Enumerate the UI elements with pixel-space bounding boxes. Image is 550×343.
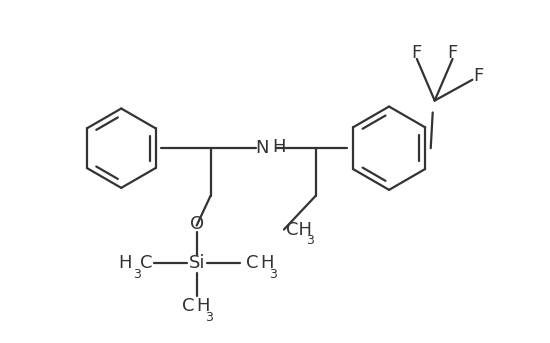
Text: F: F xyxy=(448,44,458,62)
Text: F: F xyxy=(473,67,483,85)
Text: H: H xyxy=(272,138,285,156)
Text: H: H xyxy=(197,297,210,315)
Text: H: H xyxy=(119,254,132,272)
Text: 3: 3 xyxy=(133,268,141,281)
Text: N: N xyxy=(255,139,269,157)
Text: C: C xyxy=(182,297,195,315)
Text: 3: 3 xyxy=(306,235,313,248)
Text: 3: 3 xyxy=(269,268,277,281)
Text: C: C xyxy=(246,254,258,272)
Text: CH: CH xyxy=(286,221,312,238)
Text: O: O xyxy=(190,215,203,233)
Text: 3: 3 xyxy=(206,311,213,324)
Text: H: H xyxy=(260,254,273,272)
Text: C: C xyxy=(140,254,152,272)
Text: F: F xyxy=(412,44,422,62)
Text: Si: Si xyxy=(189,254,205,272)
